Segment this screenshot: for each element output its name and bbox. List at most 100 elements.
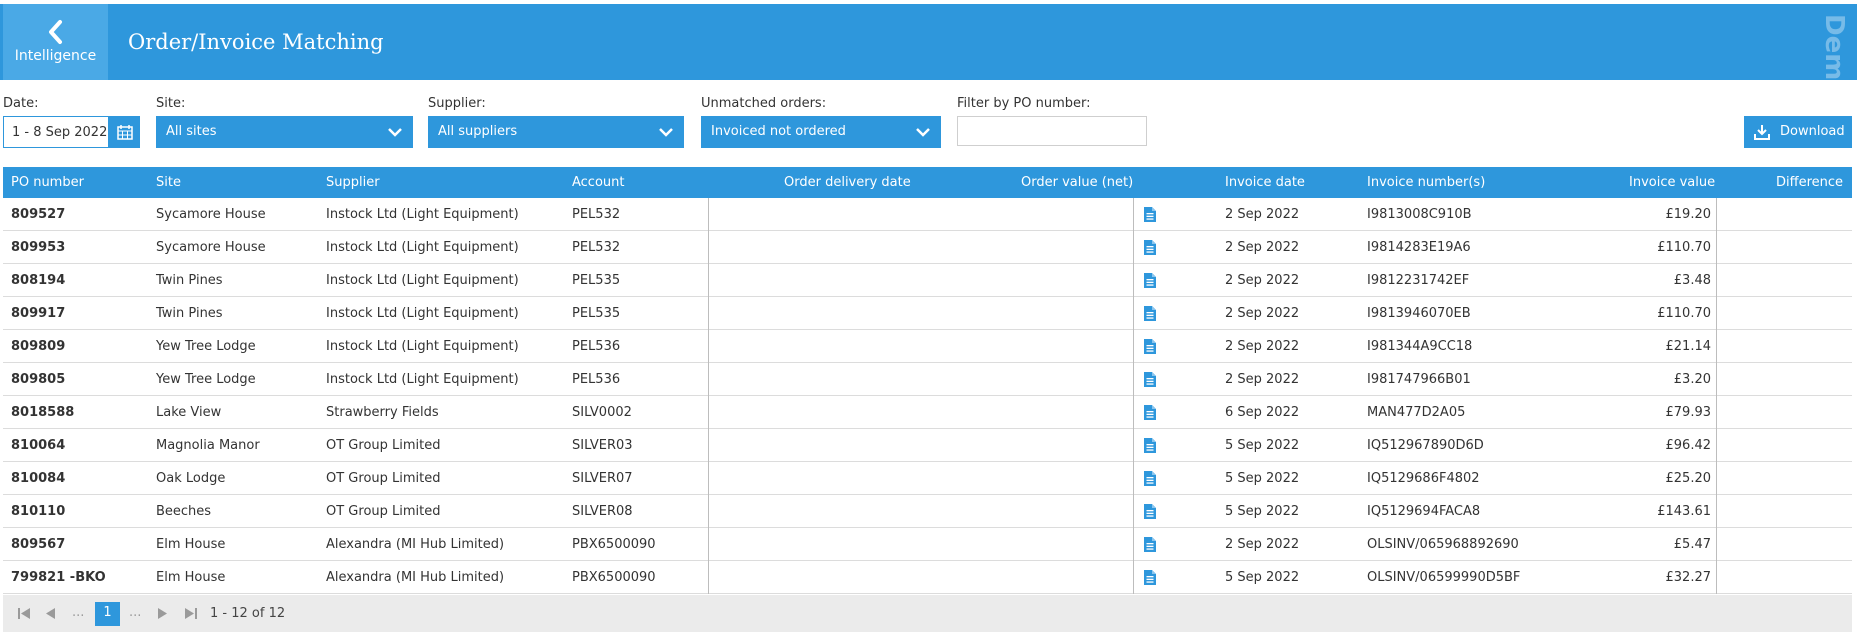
cell-invoice-number: IQ5129686F4802	[1367, 471, 1480, 486]
cell-po-number: 8018588	[11, 405, 75, 420]
current-page-button[interactable]: 1	[95, 602, 120, 626]
document-icon[interactable]	[1143, 569, 1157, 586]
table-row[interactable]: 809917 Twin Pines Instock Ltd (Light Equip…	[3, 297, 1852, 330]
column-divider	[708, 396, 709, 429]
supplier-select-value: All suppliers	[438, 124, 518, 139]
previous-page-icon[interactable]	[45, 607, 56, 620]
document-icon[interactable]	[1143, 272, 1157, 289]
table-row[interactable]: 8018588 Lake View Strawberry Fields SILV000…	[3, 396, 1852, 429]
cell-supplier: Alexandra (MI Hub Limited)	[326, 570, 505, 585]
cell-invoice-value: £5.47	[1673, 537, 1711, 552]
document-icon[interactable]	[1143, 371, 1157, 388]
table-row[interactable]: 809809 Yew Tree Lodge Instock Ltd (Light E…	[3, 330, 1852, 363]
cell-account: SILV0002	[572, 405, 632, 420]
po-number-filter-input[interactable]	[957, 116, 1147, 146]
column-divider	[1716, 297, 1717, 330]
cell-supplier: Strawberry Fields	[326, 405, 439, 420]
column-divider	[708, 429, 709, 462]
document-icon[interactable]	[1143, 503, 1157, 520]
table-row[interactable]: 810110 Beeches OT Group Limited SILVER08 5 S…	[3, 495, 1852, 528]
cell-invoice-value: £25.20	[1665, 471, 1712, 486]
unmatched-orders-select[interactable]: Invoiced not ordered	[701, 116, 941, 148]
cell-invoice-number: I9813008C910B	[1367, 207, 1472, 222]
first-page-icon[interactable]	[17, 607, 31, 620]
column-divider	[708, 297, 709, 330]
document-icon[interactable]	[1143, 536, 1157, 553]
cell-site: Elm House	[156, 570, 226, 585]
cell-supplier: OT Group Limited	[326, 504, 441, 519]
table-row[interactable]: 809805 Yew Tree Lodge Instock Ltd (Light E…	[3, 363, 1852, 396]
pager-info: 1 - 12 of 12	[210, 606, 286, 621]
cell-invoice-number: IQ5129694FACA8	[1367, 504, 1481, 519]
pager-ellipsis-left[interactable]: ...	[72, 605, 85, 620]
col-invoice-date[interactable]: Invoice date	[1225, 175, 1305, 190]
pagination-bar: ... 1 ... 1 - 12 of 12	[3, 595, 1852, 632]
date-range-input[interactable]: 1 - 8 Sep 2022	[3, 116, 109, 148]
col-difference[interactable]: Difference	[1776, 175, 1844, 190]
cell-invoice-date: 2 Sep 2022	[1225, 207, 1300, 222]
cell-invoice-value: £3.48	[1673, 273, 1711, 288]
back-button[interactable]: Intelligence	[3, 4, 108, 80]
last-page-icon[interactable]	[184, 607, 198, 620]
table-row[interactable]: 809953 Sycamore House Instock Ltd (Light E…	[3, 231, 1852, 264]
unmatched-orders-value: Invoiced not ordered	[711, 124, 846, 139]
document-icon[interactable]	[1143, 239, 1157, 256]
column-divider	[1133, 330, 1134, 363]
cell-site: Twin Pines	[156, 273, 223, 288]
cell-po-number: 810110	[11, 504, 66, 519]
cell-po-number: 809805	[11, 372, 66, 387]
download-button[interactable]: Download	[1744, 116, 1852, 148]
column-divider	[1716, 396, 1717, 429]
document-icon[interactable]	[1143, 305, 1157, 322]
column-divider	[708, 198, 709, 231]
col-supplier[interactable]: Supplier	[326, 175, 380, 190]
next-page-icon[interactable]	[157, 607, 168, 620]
cell-po-number: 809917	[11, 306, 66, 321]
chevron-down-icon	[916, 128, 930, 137]
cell-site: Beeches	[156, 504, 212, 519]
calendar-button[interactable]	[109, 116, 140, 148]
document-icon[interactable]	[1143, 338, 1157, 355]
cell-invoice-value: £19.20	[1665, 207, 1712, 222]
table-row[interactable]: 810084 Oak Lodge OT Group Limited SILVER07 5…	[3, 462, 1852, 495]
col-invoice-numbers[interactable]: Invoice number(s)	[1367, 175, 1486, 190]
cell-account: PEL536	[572, 372, 621, 387]
column-divider	[1716, 330, 1717, 363]
col-po-number[interactable]: PO number	[11, 175, 84, 190]
column-divider	[708, 231, 709, 264]
column-divider	[1133, 429, 1134, 462]
cell-invoice-number: MAN477D2A05	[1367, 405, 1466, 420]
pager-ellipsis-right[interactable]: ...	[129, 605, 142, 620]
col-order-value[interactable]: Order value (net)	[1021, 175, 1134, 190]
document-icon[interactable]	[1143, 404, 1157, 421]
cell-site: Yew Tree Lodge	[156, 339, 256, 354]
cell-supplier: Instock Ltd (Light Equipment)	[326, 372, 519, 387]
supplier-select[interactable]: All suppliers	[428, 116, 684, 148]
col-site[interactable]: Site	[156, 175, 181, 190]
cell-supplier: Instock Ltd (Light Equipment)	[326, 273, 519, 288]
column-divider	[708, 528, 709, 561]
cell-invoice-value: £110.70	[1657, 240, 1711, 255]
chevron-down-icon	[388, 128, 402, 137]
table-row[interactable]: 799821 -BKO Elm House Alexandra (MI Hub Li…	[3, 561, 1852, 594]
site-label: Site:	[156, 96, 186, 111]
cell-invoice-number: IQ512967890D6D	[1367, 438, 1484, 453]
cell-invoice-value: £110.70	[1657, 306, 1711, 321]
table-row[interactable]: 809567 Elm House Alexandra (MI Hub Limited…	[3, 528, 1852, 561]
col-invoice-value[interactable]: Invoice value	[1629, 175, 1716, 190]
col-account[interactable]: Account	[572, 175, 625, 190]
table-row[interactable]: 809527 Sycamore House Instock Ltd (Light E…	[3, 198, 1852, 231]
document-icon[interactable]	[1143, 206, 1157, 223]
date-label: Date:	[3, 96, 39, 111]
site-select[interactable]: All sites	[156, 116, 413, 148]
calendar-icon	[116, 125, 133, 140]
document-icon[interactable]	[1143, 470, 1157, 487]
table-row[interactable]: 810064 Magnolia Manor OT Group Limited SILV…	[3, 429, 1852, 462]
header-bar: Intelligence Order/Invoice Matching Demo…	[0, 4, 1857, 165]
table-row[interactable]: 808194 Twin Pines Instock Ltd (Light Equip…	[3, 264, 1852, 297]
col-order-delivery-date[interactable]: Order delivery date	[784, 175, 911, 190]
cell-po-number: 810084	[11, 471, 66, 486]
cell-supplier: Instock Ltd (Light Equipment)	[326, 207, 519, 222]
document-icon[interactable]	[1143, 437, 1157, 454]
